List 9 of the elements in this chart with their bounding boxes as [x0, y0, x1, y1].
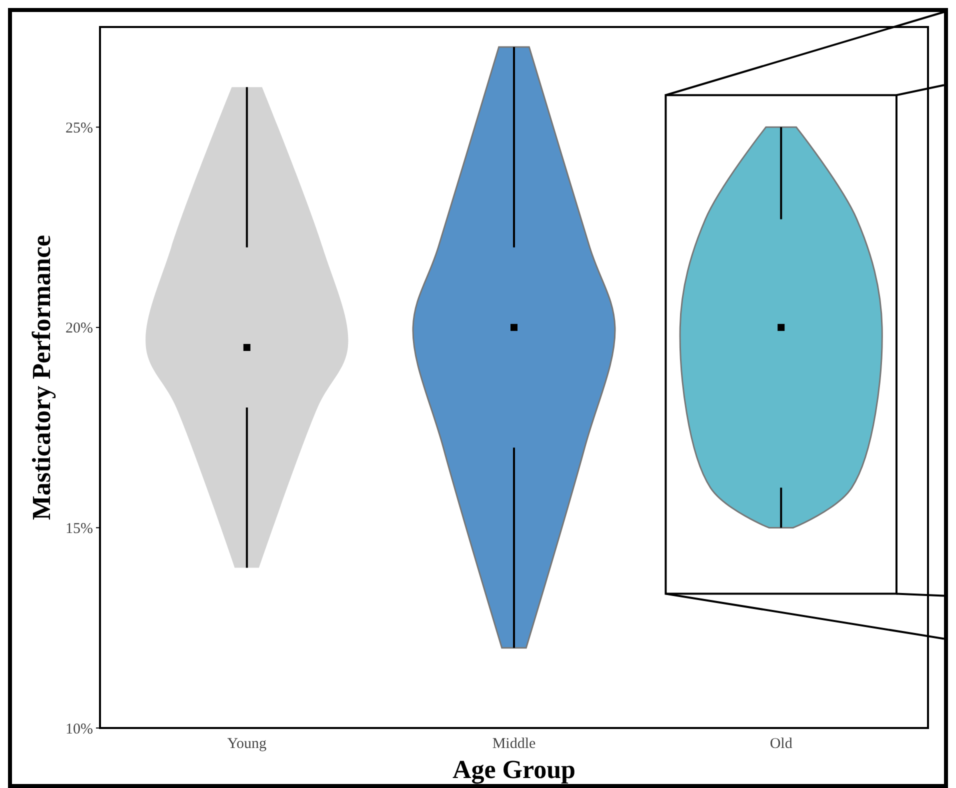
x-tick-label: Middle	[492, 736, 536, 752]
x-tick-label: Young	[227, 736, 268, 752]
x-tick-label: Old	[770, 736, 793, 752]
y-axis-title: Masticatory Performance	[27, 234, 56, 520]
x-axis-title: Age Group	[452, 755, 576, 784]
y-tick-label: 20%	[66, 320, 93, 337]
y-tick-label: 25%	[66, 120, 93, 136]
y-tick-label: 10%	[66, 721, 93, 738]
y-tick-label: 15%	[66, 520, 93, 537]
